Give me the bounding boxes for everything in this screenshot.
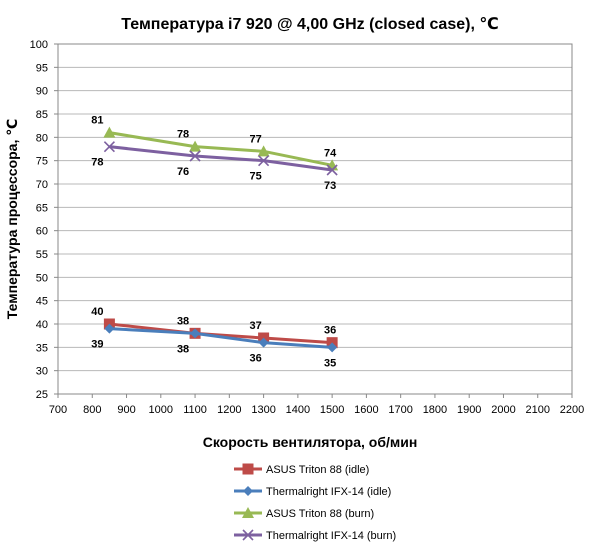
y-tick-label: 65 — [36, 202, 48, 214]
marker-x — [189, 150, 201, 162]
data-label: 77 — [249, 133, 261, 145]
marker-x — [103, 141, 115, 153]
marker-triangle — [103, 126, 116, 138]
x-tick-label: 1200 — [217, 404, 241, 416]
data-label: 37 — [249, 320, 261, 332]
y-tick-label: 60 — [36, 226, 48, 238]
x-tick-label: 1600 — [354, 404, 378, 416]
x-tick-label: 1100 — [183, 404, 207, 416]
x-tick-label: 1300 — [251, 404, 275, 416]
data-label: 78 — [91, 157, 103, 169]
marker-triangle — [257, 145, 270, 157]
y-tick-label: 40 — [36, 319, 48, 331]
y-tick-label: 35 — [36, 342, 48, 354]
series-line-0 — [109, 322, 333, 345]
legend-label: Thermalright IFX-14 (burn) — [266, 530, 396, 542]
marker-x — [242, 529, 254, 541]
y-tick-label: 75 — [36, 156, 48, 168]
x-tick-label: 1900 — [457, 404, 481, 416]
x-tick-label: 1800 — [423, 404, 447, 416]
y-tick-label: 85 — [36, 109, 48, 121]
x-tick-label: 2100 — [525, 404, 549, 416]
plot-area-border — [57, 43, 573, 395]
x-tick-label: 2200 — [560, 404, 584, 416]
series-line-1 — [109, 327, 333, 349]
marker-diamond — [258, 337, 269, 348]
y-tick-label: 55 — [36, 249, 48, 261]
marker-square — [242, 463, 254, 475]
marker-diamond — [190, 328, 201, 339]
y-tick-label: 95 — [36, 62, 48, 74]
data-label: 38 — [177, 343, 189, 355]
legend: ASUS Triton 88 (idle) Thermalright IFX-14… — [234, 463, 396, 542]
y-tick-label: 25 — [36, 389, 48, 401]
marker-x-stroke — [103, 141, 115, 153]
series-group — [103, 126, 339, 353]
data-label: 75 — [249, 171, 261, 183]
marker-diamond — [327, 342, 338, 353]
legend-label: ASUS Triton 88 (burn) — [266, 508, 374, 520]
marker-x-stroke — [258, 155, 270, 167]
axes: 25 30 35 40 45 50 55 60 65 70 75 80 85 90 95 100 700 800 9… — [30, 39, 585, 416]
marker-x — [326, 164, 338, 176]
y-tick-label: 70 — [36, 179, 48, 191]
data-label: 40 — [91, 306, 103, 318]
data-label: 81 — [91, 115, 103, 127]
data-label: 76 — [177, 166, 189, 178]
data-label: 78 — [177, 129, 189, 141]
y-tick-label: 80 — [36, 132, 48, 144]
marker-triangle — [189, 140, 202, 152]
x-tick-label: 1500 — [320, 404, 344, 416]
data-label: 35 — [324, 357, 336, 369]
x-tick-label: 1000 — [149, 404, 173, 416]
y-tick-label: 50 — [36, 272, 48, 284]
x-tick-label: 900 — [117, 404, 135, 416]
marker-x-stroke — [189, 150, 201, 162]
x-tick-label: 1400 — [286, 404, 310, 416]
legend-label: ASUS Triton 88 (idle) — [266, 464, 369, 476]
data-label: 39 — [91, 339, 103, 351]
x-tick-label: 700 — [49, 404, 67, 416]
data-label: 73 — [324, 180, 336, 192]
data-labels: 40 38 37 36 39 38 36 35 81 78 77 74 78 76 75 73 — [91, 115, 337, 370]
x-tick-label: 800 — [83, 404, 101, 416]
marker-triangle — [242, 507, 254, 518]
y-tick-label: 100 — [30, 39, 48, 51]
marker-diamond — [243, 486, 253, 496]
marker-diamond — [104, 323, 115, 334]
data-label: 36 — [324, 325, 336, 337]
y-axis-title: Температура процессора, ℃ — [4, 119, 20, 319]
x-tick-label: 1700 — [388, 404, 412, 416]
y-tick-label: 90 — [36, 86, 48, 98]
data-label: 38 — [177, 315, 189, 327]
marker-x — [258, 155, 270, 167]
data-label: 36 — [249, 353, 261, 365]
x-tick-label: 2000 — [491, 404, 515, 416]
legend-label: Thermalright IFX-14 (idle) — [266, 486, 391, 498]
x-axis-title: Скорость вентилятора, об/мин — [203, 434, 418, 450]
data-label: 74 — [324, 147, 337, 159]
chart-title: Температура i7 920 @ 4,00 GHz (closed ca… — [121, 16, 498, 33]
series-line-3 — [109, 145, 333, 172]
marker-x-stroke — [242, 529, 254, 541]
series-line-2 — [109, 131, 333, 167]
marker-x-stroke — [326, 164, 338, 176]
y-tick-label: 30 — [36, 366, 48, 378]
y-tick-label: 45 — [36, 296, 48, 308]
